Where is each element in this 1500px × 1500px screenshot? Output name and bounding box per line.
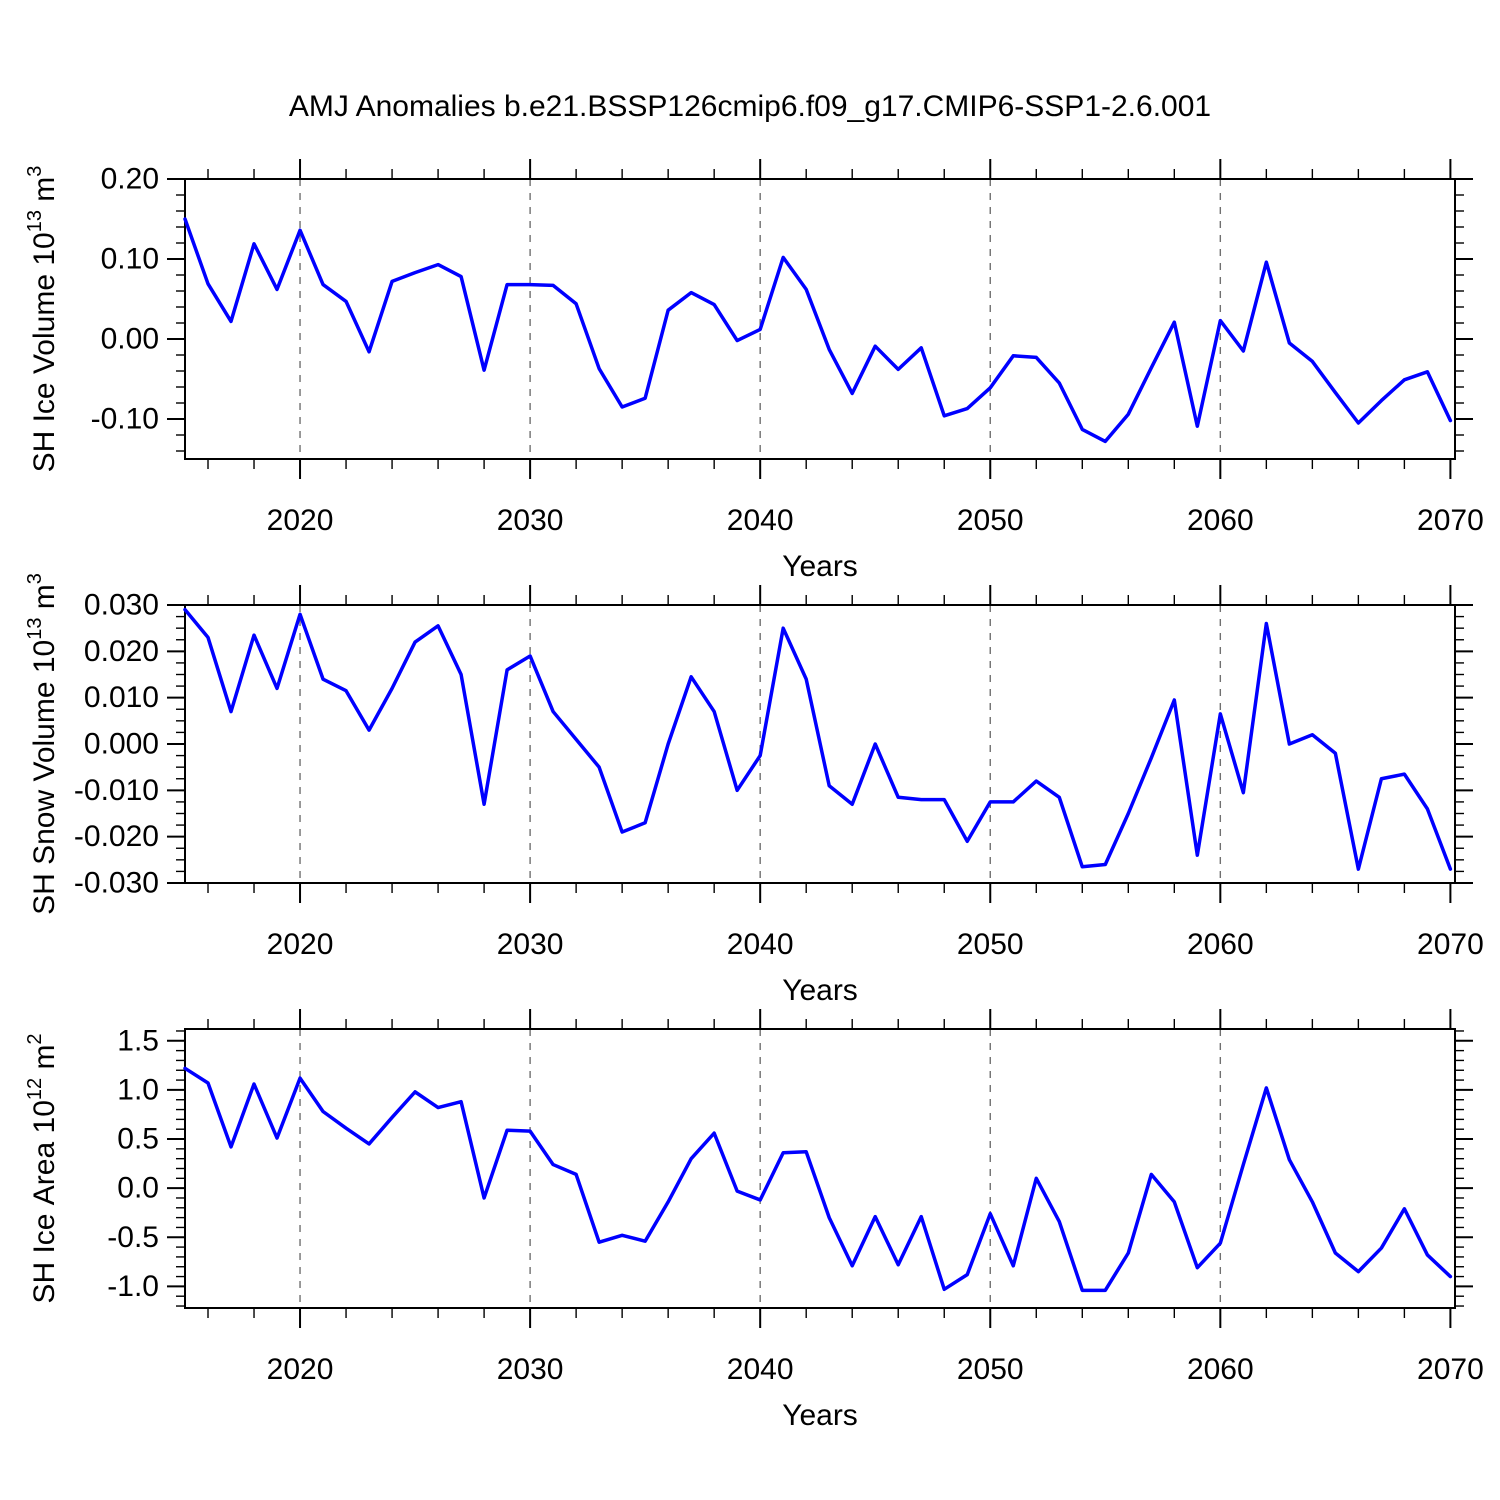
y-tick-label: -0.5	[107, 1221, 159, 1254]
y-tick-label: 0.030	[84, 589, 159, 622]
x-tick-label: 2040	[727, 1353, 794, 1386]
x-tick-label: 2030	[497, 928, 564, 961]
x-axis-title: Years	[782, 550, 858, 583]
x-tick-label: 2050	[957, 1353, 1024, 1386]
y-tick-label: -0.020	[74, 820, 159, 853]
x-tick-label: 2070	[1417, 1353, 1484, 1386]
x-tick-label: 2040	[727, 504, 794, 537]
y-tick-label: -0.030	[74, 867, 159, 900]
y-axis-title: SH Ice Volume 1013 m3	[24, 166, 61, 473]
y-tick-label: 1.0	[117, 1073, 159, 1106]
x-tick-label: 2020	[267, 1353, 334, 1386]
y-tick-label: 0.020	[84, 635, 159, 668]
x-tick-label: 2070	[1417, 928, 1484, 961]
x-tick-label: 2030	[497, 1353, 564, 1386]
panel-sh-ice-volume: 2020 2030 2040 2050 2060 2070 0.20 0.10 0.00 -0.1…	[24, 159, 1484, 583]
chart-title: AMJ Anomalies b.e21.BSSP126cmip6.f09_g17…	[288, 90, 1212, 123]
x-tick-label: 2070	[1417, 504, 1484, 537]
y-tick-label: 1.5	[117, 1024, 159, 1057]
x-tick-label: 2050	[957, 928, 1024, 961]
sh-ice-area-line	[183, 1066, 1453, 1293]
y-axis-title: SH Ice Area 1012 m2	[24, 1033, 61, 1303]
x-tick-label: 2020	[267, 928, 334, 961]
y-tick-label: 0.00	[101, 323, 159, 356]
plot-frame	[184, 1028, 1456, 1309]
x-axis-title: Years	[782, 1399, 858, 1432]
x-tick-label: 2040	[727, 928, 794, 961]
y-tick-label: -0.10	[91, 403, 159, 436]
y-tick-label: 0.10	[101, 243, 159, 276]
y-tick-label: 0.5	[117, 1123, 159, 1156]
x-tick-label: 2050	[957, 504, 1024, 537]
panel-sh-snow-volume: 2020 2030 2040 2050 2060 2070 0.030 0.020 0.010 0…	[24, 573, 1484, 1007]
x-tick-label: 2020	[267, 504, 334, 537]
y-tick-label: 0.20	[101, 163, 159, 196]
x-tick-label: 2060	[1187, 504, 1254, 537]
x-axis-title: Years	[782, 974, 858, 1007]
panel-sh-ice-area: 2020 2030 2040 2050 2060 2070 1.5 1.0 0.5 0.0 -0.5…	[24, 1009, 1484, 1432]
plot-frame	[184, 178, 1456, 460]
y-tick-label: 0.000	[84, 728, 159, 761]
x-tick-label: 2030	[497, 504, 564, 537]
sh-snow-volume-line	[183, 607, 1453, 871]
x-tick-label: 2060	[1187, 928, 1254, 961]
y-tick-label: -1.0	[107, 1270, 159, 1303]
y-tick-label: 0.010	[84, 681, 159, 714]
y-axis-title: SH Snow Volume 1013 m3	[24, 573, 61, 915]
plot-frame	[184, 604, 1456, 884]
y-tick-label: -0.010	[74, 774, 159, 807]
sh-ice-volume-line	[183, 217, 1453, 444]
y-tick-label: 0.0	[117, 1172, 159, 1205]
x-tick-label: 2060	[1187, 1353, 1254, 1386]
